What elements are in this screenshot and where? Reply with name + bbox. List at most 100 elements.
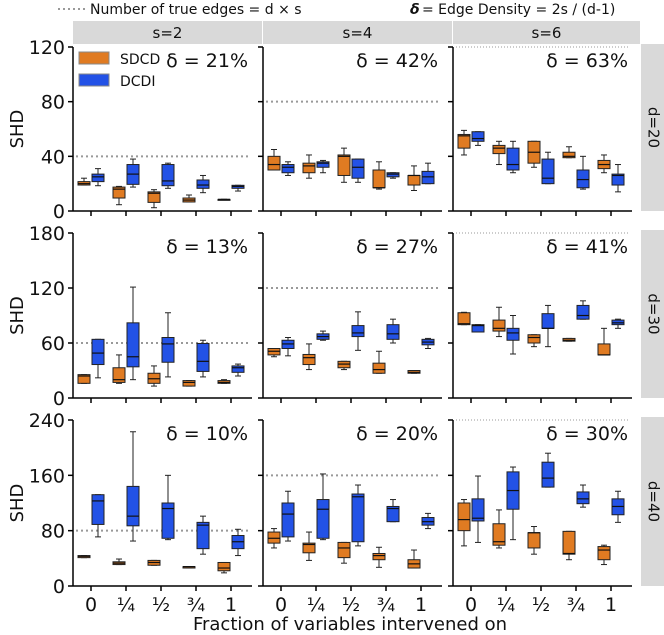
box-iqr bbox=[597, 546, 611, 561]
box-iqr bbox=[386, 172, 400, 178]
box-sdcd-2 bbox=[147, 559, 161, 566]
box-sdcd-3 bbox=[372, 161, 386, 190]
box-sdcd-0 bbox=[267, 149, 281, 171]
box-dcdi-2 bbox=[541, 151, 555, 185]
box-dcdi-3 bbox=[386, 499, 400, 523]
box-iqr bbox=[562, 151, 576, 159]
box-dcdi-0 bbox=[471, 475, 485, 543]
box-dcdi-1 bbox=[506, 140, 520, 174]
box-dcdi-3 bbox=[386, 172, 400, 179]
edge-density-label: δ = 41% bbox=[546, 236, 628, 258]
box-iqr bbox=[161, 337, 175, 363]
box-dcdi-0 bbox=[471, 324, 485, 333]
box-iqr bbox=[471, 324, 485, 333]
box-dcdi-1 bbox=[126, 431, 140, 542]
y-tick-label: 0 bbox=[53, 201, 65, 223]
box-sdcd-0 bbox=[457, 129, 471, 156]
box-dcdi-3 bbox=[576, 155, 590, 190]
box-dcdi-0 bbox=[281, 337, 295, 357]
box-iqr bbox=[351, 493, 365, 543]
box-iqr bbox=[267, 155, 281, 171]
header-left-text: Number of true edges = d × s bbox=[90, 2, 302, 18]
y-axis-title: SHD bbox=[7, 484, 28, 523]
box-iqr bbox=[506, 327, 520, 341]
box-iqr bbox=[527, 334, 541, 344]
y-tick-label: 80 bbox=[41, 92, 65, 114]
box-sdcd-0 bbox=[267, 528, 281, 549]
row-strip-2 bbox=[641, 417, 664, 586]
box-dcdi-2 bbox=[541, 452, 555, 488]
box-dcdi-4 bbox=[421, 512, 435, 530]
box-dcdi-3 bbox=[386, 318, 400, 344]
box-iqr bbox=[541, 461, 555, 488]
header-right-text: = Edge Density = 2s / (d-1) bbox=[422, 2, 615, 18]
box-sdcd-1 bbox=[112, 558, 126, 566]
box-sdcd-0 bbox=[77, 555, 91, 559]
box-iqr bbox=[576, 304, 590, 320]
box-iqr bbox=[562, 530, 576, 555]
box-iqr bbox=[372, 552, 386, 561]
box-dcdi-2 bbox=[161, 474, 175, 541]
y-tick-label: 180 bbox=[29, 223, 65, 245]
box-iqr bbox=[541, 158, 555, 185]
column-strip-label: s=2 bbox=[153, 24, 183, 42]
x-tick-label: ¼ bbox=[117, 594, 135, 616]
box-sdcd-0 bbox=[267, 348, 281, 358]
edge-density-label: δ = 13% bbox=[166, 236, 248, 258]
box-dcdi-4 bbox=[611, 318, 625, 329]
box-iqr bbox=[471, 498, 485, 522]
edge-density-label: δ = 63% bbox=[546, 50, 628, 72]
box-sdcd-4 bbox=[407, 370, 421, 374]
box-iqr bbox=[457, 502, 471, 532]
panel-d=20-s=2: 0 40 80 120 δ = 21% bbox=[29, 37, 252, 223]
box-iqr bbox=[611, 173, 625, 186]
box-dcdi-1 bbox=[126, 286, 140, 381]
box-dcdi-2 bbox=[351, 158, 365, 183]
panel-d=30-s=4: δ = 27% bbox=[258, 232, 442, 403]
box-dcdi-4 bbox=[231, 184, 245, 192]
box-iqr bbox=[147, 191, 161, 203]
box-dcdi-2 bbox=[351, 484, 365, 547]
legend-label: DCDI bbox=[120, 74, 155, 90]
box-iqr bbox=[351, 325, 365, 338]
box-dcdi-2 bbox=[161, 162, 175, 189]
box-dcdi-0 bbox=[91, 494, 105, 538]
box-dcdi-1 bbox=[316, 473, 330, 541]
edge-density-label: δ = 10% bbox=[166, 423, 248, 445]
x-tick-label: 1 bbox=[605, 594, 617, 616]
x-tick-label: ½ bbox=[532, 594, 550, 616]
column-strip-0 bbox=[73, 21, 262, 44]
box-iqr bbox=[91, 338, 105, 366]
box-dcdi-4 bbox=[611, 490, 625, 523]
box-sdcd-3 bbox=[182, 566, 196, 569]
y-tick-label: 80 bbox=[41, 521, 65, 543]
x-tick-label: 0 bbox=[85, 594, 97, 616]
box-iqr bbox=[316, 499, 330, 539]
box-iqr bbox=[492, 319, 506, 332]
box-iqr bbox=[196, 342, 210, 372]
box-iqr bbox=[506, 147, 520, 171]
box-sdcd-3 bbox=[372, 350, 386, 374]
box-dcdi-2 bbox=[351, 311, 365, 351]
column-strip-label: s=6 bbox=[532, 24, 562, 42]
box-iqr bbox=[492, 144, 506, 155]
box-sdcd-3 bbox=[372, 546, 386, 568]
box-iqr bbox=[421, 170, 435, 185]
y-tick-label: 40 bbox=[41, 146, 65, 168]
box-iqr bbox=[196, 179, 210, 189]
row-strip-1 bbox=[641, 230, 664, 398]
box-iqr bbox=[281, 164, 295, 174]
column-strip-2 bbox=[453, 21, 640, 44]
box-sdcd-1 bbox=[302, 343, 316, 371]
row-strip-0 bbox=[641, 44, 664, 211]
y-tick-label: 0 bbox=[53, 576, 65, 598]
box-iqr bbox=[597, 343, 611, 356]
box-iqr bbox=[541, 313, 555, 329]
box-iqr bbox=[217, 561, 231, 572]
box-sdcd-0 bbox=[457, 311, 471, 326]
box-sdcd-1 bbox=[302, 531, 316, 561]
legend-label: SDCD bbox=[120, 52, 160, 68]
y-tick-label: 240 bbox=[29, 410, 65, 432]
edge-density-label: δ = 20% bbox=[356, 423, 438, 445]
box-dcdi-3 bbox=[576, 300, 590, 320]
